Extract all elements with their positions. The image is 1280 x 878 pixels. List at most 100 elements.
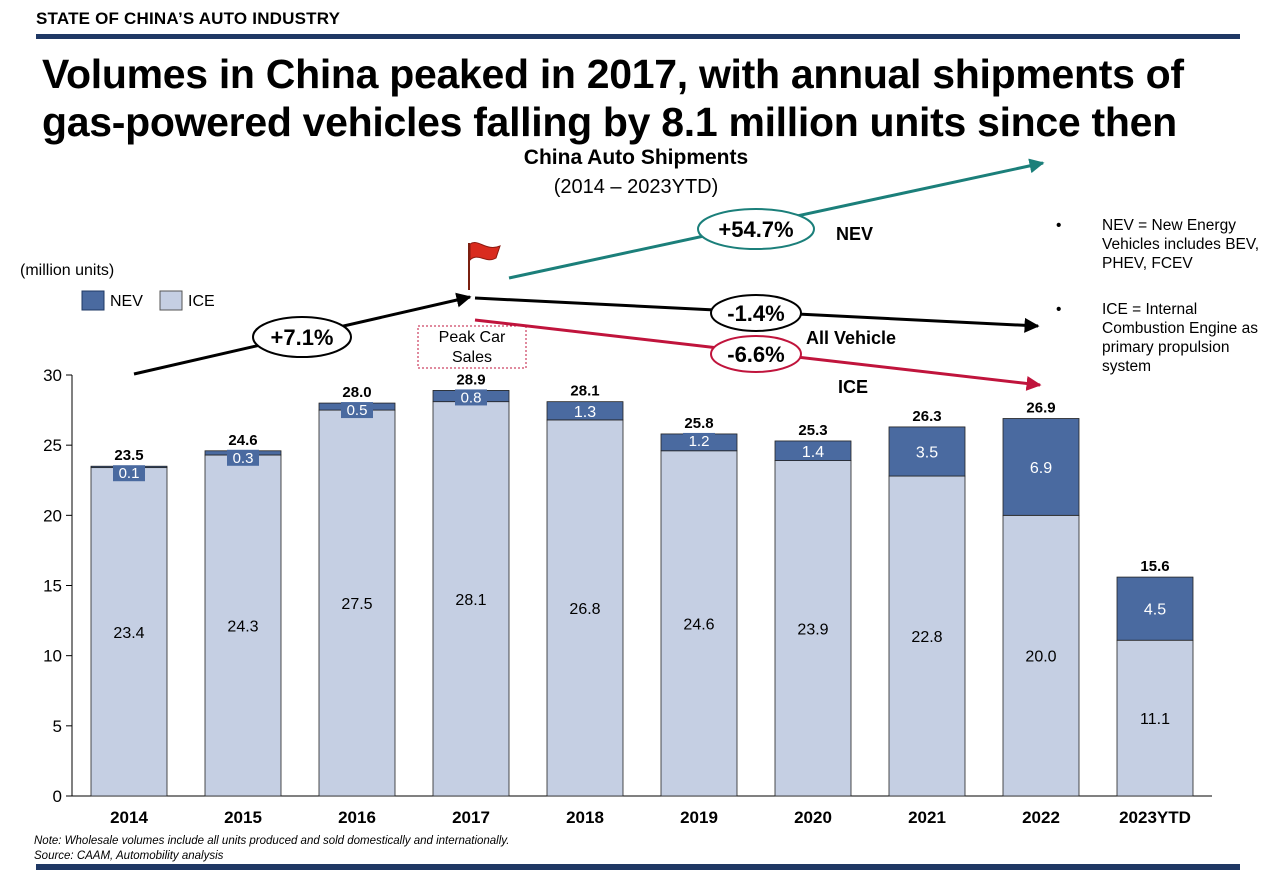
peak-label-box xyxy=(417,325,527,369)
y-tick-label: 0 xyxy=(53,787,62,806)
bar-ice xyxy=(90,467,168,797)
data-label-ice: 24.3 xyxy=(227,618,258,635)
peak-label-line1: Peak Car xyxy=(439,329,506,346)
section-label: STATE OF CHINA’S AUTO INDUSTRY xyxy=(36,9,341,28)
data-label-total: 23.5 xyxy=(114,447,143,464)
ice-definition-text: ICE = Internal Combustion Engine as prim… xyxy=(1102,301,1258,375)
data-label-ice: 28.1 xyxy=(455,592,486,609)
y-tick-label: 30 xyxy=(43,366,62,385)
data-label-total: 15.6 xyxy=(1140,558,1169,575)
y-axis-label: (million units) xyxy=(20,262,114,279)
data-label-ice: 11.1 xyxy=(1140,711,1170,728)
bullet: • xyxy=(1056,217,1062,234)
data-label-nev: 3.5 xyxy=(916,444,938,461)
x-tick-label: 2015 xyxy=(224,808,262,827)
x-tick-label: 2016 xyxy=(338,808,376,827)
bar-nev xyxy=(1002,418,1080,516)
trend-label-all-vehicle: All Vehicle xyxy=(806,328,896,348)
x-tick-label: 2018 xyxy=(566,808,604,827)
bar-nev xyxy=(1116,576,1194,641)
data-label-total: 24.6 xyxy=(228,432,257,449)
data-label-ice: 22.8 xyxy=(911,629,942,646)
bar-nev xyxy=(888,426,966,477)
callout-all-vehicle-change-oval xyxy=(710,294,802,332)
data-label-nev: 0.3 xyxy=(233,450,254,467)
callout-growth-pre-peak-oval xyxy=(252,316,352,358)
data-label-nev: 1.4 xyxy=(802,444,824,461)
data-label-nev: 4.5 xyxy=(1144,602,1166,619)
y-tick-label: 25 xyxy=(43,436,62,455)
data-label-nev: 0.1 xyxy=(119,465,140,482)
y-tick-label: 15 xyxy=(43,577,62,596)
data-label-total: 26.3 xyxy=(912,408,941,425)
data-label-nev-box xyxy=(113,465,145,482)
x-tick-label: 2023YTD xyxy=(1119,808,1191,827)
data-label-nev: 0.5 xyxy=(347,402,368,419)
data-label-nev: 1.2 xyxy=(689,433,710,450)
nev-definition-text: NEV = New Energy Vehicles includes BEV, … xyxy=(1102,217,1260,272)
data-label-ice: 23.9 xyxy=(797,621,828,638)
y-tick-label: 5 xyxy=(53,717,62,736)
bar-ice xyxy=(1116,639,1194,797)
y-tick-label: 20 xyxy=(43,506,62,525)
trend-label-ice: ICE xyxy=(838,377,868,397)
trend-label-nev: NEV xyxy=(836,224,873,244)
bar-nev xyxy=(774,440,852,462)
legend-swatch-nev xyxy=(81,290,105,311)
bar-ice xyxy=(432,401,510,797)
bar-ice xyxy=(660,450,738,797)
data-label-ice: 27.5 xyxy=(341,596,372,613)
bar-ice xyxy=(888,475,966,797)
callout-nev-change: +54.7% xyxy=(718,217,793,242)
bottom-rule xyxy=(36,864,1240,870)
callout-ice-change-oval xyxy=(710,335,802,373)
callout-all-vehicle-change: -1.4% xyxy=(727,301,784,326)
peak-label-line2: Sales xyxy=(452,349,492,366)
data-label-total: 28.0 xyxy=(342,384,371,401)
callout-ice-change: -6.6% xyxy=(727,342,784,367)
data-label-nev-box xyxy=(455,389,487,406)
x-tick-label: 2021 xyxy=(908,808,946,827)
title-line-1: Volumes in China peaked in 2017, with an… xyxy=(42,51,1184,97)
data-label-total: 26.9 xyxy=(1026,400,1055,417)
bar-ice xyxy=(774,460,852,797)
data-label-nev: 6.9 xyxy=(1030,460,1052,477)
data-label-total: 25.3 xyxy=(798,422,827,439)
data-label-total: 28.1 xyxy=(570,383,599,400)
x-tick-label: 2014 xyxy=(110,808,148,827)
footnote-note: Note: Wholesale volumes include all unit… xyxy=(34,835,510,847)
bar-ice xyxy=(318,409,396,797)
footnote-source: Source: CAAM, Automobility analysis xyxy=(34,850,224,862)
data-label-nev-box xyxy=(227,449,259,466)
callout-nev-change-oval xyxy=(697,208,815,250)
legend-label-nev: NEV xyxy=(110,293,143,310)
bar-ice xyxy=(546,419,624,797)
data-label-total: 28.9 xyxy=(456,371,485,388)
chart-title: China Auto Shipments xyxy=(524,146,748,169)
x-tick-label: 2017 xyxy=(452,808,490,827)
data-label-ice: 23.4 xyxy=(113,625,144,642)
x-tick-label: 2020 xyxy=(794,808,832,827)
x-tick-label: 2022 xyxy=(1022,808,1060,827)
data-label-ice: 24.6 xyxy=(683,616,714,633)
chart-subtitle: (2014 – 2023YTD) xyxy=(554,176,719,198)
bar-ice xyxy=(1002,514,1080,797)
data-label-nev: 1.3 xyxy=(574,404,596,421)
peak-flag-icon xyxy=(469,242,501,262)
bar-nev xyxy=(546,401,624,421)
bar-ice xyxy=(204,454,282,797)
data-label-ice: 26.8 xyxy=(569,601,600,618)
bullet: • xyxy=(1056,301,1062,318)
top-rule xyxy=(36,34,1240,39)
callout-growth-pre-peak: +7.1% xyxy=(271,325,334,350)
data-label-ice: 20.0 xyxy=(1025,649,1056,666)
data-label-total: 25.8 xyxy=(684,415,713,432)
y-tick-label: 10 xyxy=(43,647,62,666)
data-label-nev-box xyxy=(683,432,715,449)
legend-label-ice: ICE xyxy=(188,293,215,310)
data-label-nev-box xyxy=(341,402,373,419)
x-tick-label: 2019 xyxy=(680,808,718,827)
page-title: Volumes in China peaked in 2017, with an… xyxy=(42,50,1242,146)
title-line-2: gas-powered vehicles falling by 8.1 mill… xyxy=(42,99,1177,145)
